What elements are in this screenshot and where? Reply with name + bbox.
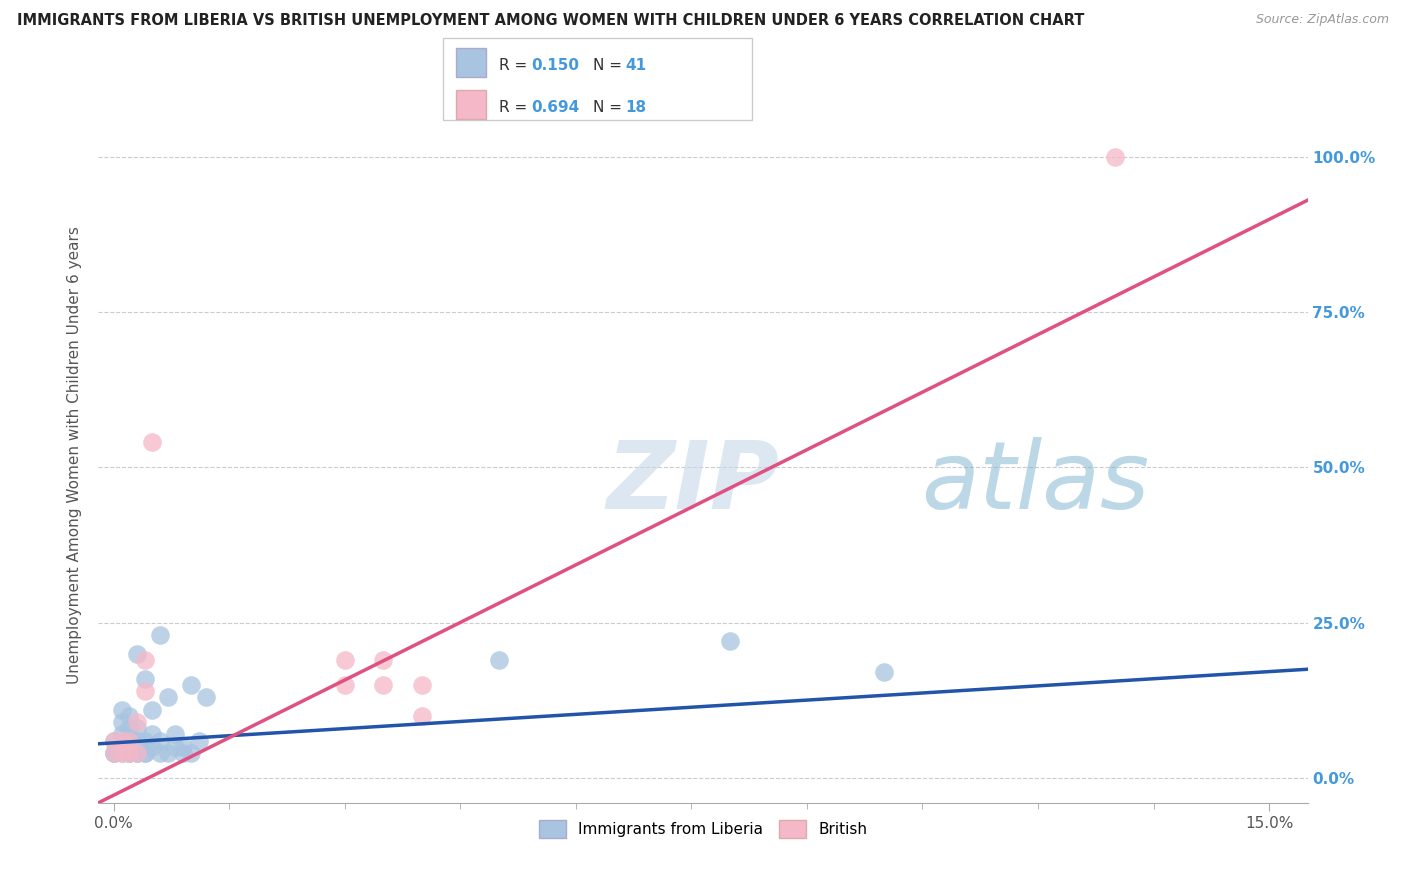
Point: [103, 746, 125, 760]
Point: [172, 746, 194, 760]
Point: [1104, 150, 1126, 164]
Point: [141, 435, 163, 450]
Point: [110, 733, 132, 747]
Point: [373, 653, 395, 667]
Point: [488, 653, 510, 667]
Point: [118, 733, 141, 747]
Point: [149, 746, 172, 760]
Text: ZIP: ZIP: [606, 437, 779, 529]
Point: [373, 678, 395, 692]
Point: [118, 708, 141, 723]
Point: [134, 746, 156, 760]
Point: [134, 684, 156, 698]
Point: [141, 703, 163, 717]
Text: 0.150: 0.150: [531, 58, 579, 72]
Point: [103, 746, 125, 760]
Text: N =: N =: [593, 100, 627, 114]
Point: [118, 721, 141, 735]
Point: [134, 733, 156, 747]
Legend: Immigrants from Liberia, British: Immigrants from Liberia, British: [533, 814, 873, 844]
Point: [134, 746, 156, 760]
Point: [187, 733, 209, 747]
Point: [118, 746, 141, 760]
Point: [411, 678, 433, 692]
Point: [110, 746, 132, 760]
Point: [141, 739, 163, 754]
Point: [411, 708, 433, 723]
Point: [156, 746, 179, 760]
Point: [110, 727, 132, 741]
Point: [110, 739, 132, 754]
Point: [180, 678, 202, 692]
Point: [195, 690, 218, 705]
Point: [333, 653, 356, 667]
Text: 18: 18: [626, 100, 647, 114]
Point: [110, 746, 132, 760]
Point: [118, 733, 141, 747]
Point: [165, 739, 187, 754]
Text: 0.694: 0.694: [531, 100, 579, 114]
Point: [103, 733, 125, 747]
Point: [172, 739, 194, 754]
Point: [149, 628, 172, 642]
Point: [118, 746, 141, 760]
Point: [125, 721, 148, 735]
Point: [125, 746, 148, 760]
Point: [103, 746, 125, 760]
Point: [125, 714, 148, 729]
Point: [180, 746, 202, 760]
Point: [333, 678, 356, 692]
Text: 41: 41: [626, 58, 647, 72]
Point: [118, 746, 141, 760]
Point: [873, 665, 896, 680]
Point: [134, 653, 156, 667]
Text: R =: R =: [499, 58, 533, 72]
Point: [149, 733, 172, 747]
Point: [103, 733, 125, 747]
Point: [156, 690, 179, 705]
Text: IMMIGRANTS FROM LIBERIA VS BRITISH UNEMPLOYMENT AMONG WOMEN WITH CHILDREN UNDER : IMMIGRANTS FROM LIBERIA VS BRITISH UNEMP…: [17, 13, 1084, 29]
Point: [110, 714, 132, 729]
Point: [125, 647, 148, 661]
Point: [141, 727, 163, 741]
Point: [134, 672, 156, 686]
Text: R =: R =: [499, 100, 533, 114]
Point: [125, 746, 148, 760]
Point: [110, 703, 132, 717]
Text: N =: N =: [593, 58, 627, 72]
Text: Source: ZipAtlas.com: Source: ZipAtlas.com: [1256, 13, 1389, 27]
Text: atlas: atlas: [921, 437, 1149, 528]
Y-axis label: Unemployment Among Women with Children Under 6 years: Unemployment Among Women with Children U…: [67, 226, 83, 684]
Point: [718, 634, 741, 648]
Point: [165, 727, 187, 741]
Point: [125, 746, 148, 760]
Point: [125, 733, 148, 747]
